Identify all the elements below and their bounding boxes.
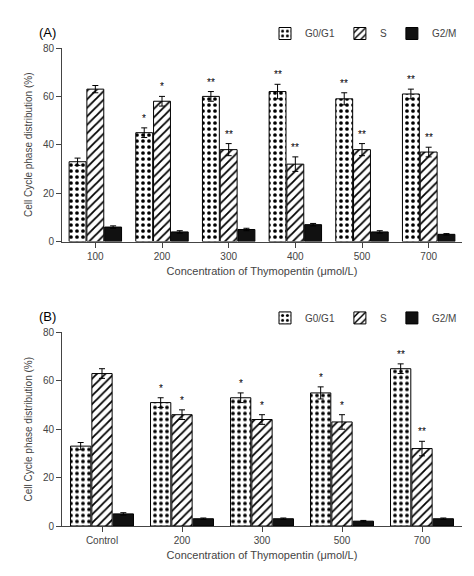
- svg-text:**: **: [207, 77, 215, 88]
- svg-text:G0/G1: G0/G1: [305, 28, 335, 39]
- svg-text:(A): (A): [39, 25, 56, 40]
- svg-text:0: 0: [48, 521, 54, 532]
- svg-text:40: 40: [43, 424, 55, 435]
- svg-text:Cell Cycle phase distribution: Cell Cycle phase distribution (%): [23, 73, 34, 218]
- svg-text:20: 20: [43, 188, 55, 199]
- svg-text:60: 60: [43, 91, 55, 102]
- svg-text:200: 200: [174, 535, 191, 546]
- svg-text:*: *: [260, 400, 264, 411]
- svg-text:G2/M: G2/M: [432, 28, 456, 39]
- svg-text:*: *: [180, 395, 184, 406]
- svg-text:*: *: [160, 81, 164, 92]
- svg-text:200: 200: [154, 251, 171, 262]
- svg-text:**: **: [407, 74, 415, 85]
- svg-text:S: S: [380, 28, 387, 39]
- svg-text:100: 100: [87, 251, 104, 262]
- svg-text:80: 80: [43, 43, 55, 54]
- svg-text:G0/G1: G0/G1: [305, 313, 335, 324]
- svg-text:**: **: [418, 426, 426, 437]
- svg-text:**: **: [225, 129, 233, 140]
- svg-text:*: *: [319, 372, 323, 383]
- svg-text:*: *: [142, 113, 146, 124]
- svg-text:(B): (B): [39, 309, 56, 324]
- svg-text:0: 0: [48, 236, 54, 247]
- svg-text:**: **: [274, 69, 282, 80]
- svg-text:*: *: [159, 383, 163, 394]
- svg-text:700: 700: [414, 535, 431, 546]
- svg-text:40: 40: [43, 139, 55, 150]
- svg-text:80: 80: [43, 327, 55, 338]
- svg-text:500: 500: [334, 535, 351, 546]
- svg-text:20: 20: [43, 472, 55, 483]
- svg-text:S: S: [380, 313, 387, 324]
- svg-text:500: 500: [354, 251, 371, 262]
- svg-text:300: 300: [254, 535, 271, 546]
- svg-text:Cell Cycle phase distribution: Cell Cycle phase distribution (%): [23, 357, 34, 502]
- svg-text:**: **: [425, 132, 433, 143]
- svg-text:**: **: [291, 142, 299, 153]
- svg-text:**: **: [358, 129, 366, 140]
- svg-text:**: **: [397, 349, 405, 360]
- svg-text:Concentration of Thymopentin (: Concentration of Thymopentin (μmol/L): [167, 549, 358, 561]
- svg-text:*: *: [340, 400, 344, 411]
- svg-text:G2/M: G2/M: [432, 313, 456, 324]
- svg-text:700: 700: [420, 251, 437, 262]
- svg-text:*: *: [239, 378, 243, 389]
- svg-text:300: 300: [220, 251, 237, 262]
- svg-text:Control: Control: [86, 535, 118, 546]
- svg-text:400: 400: [287, 251, 304, 262]
- svg-text:**: **: [340, 78, 348, 89]
- svg-text:Concentration of Thymopentin (: Concentration of Thymopentin (μmol/L): [167, 265, 358, 277]
- svg-text:60: 60: [43, 375, 55, 386]
